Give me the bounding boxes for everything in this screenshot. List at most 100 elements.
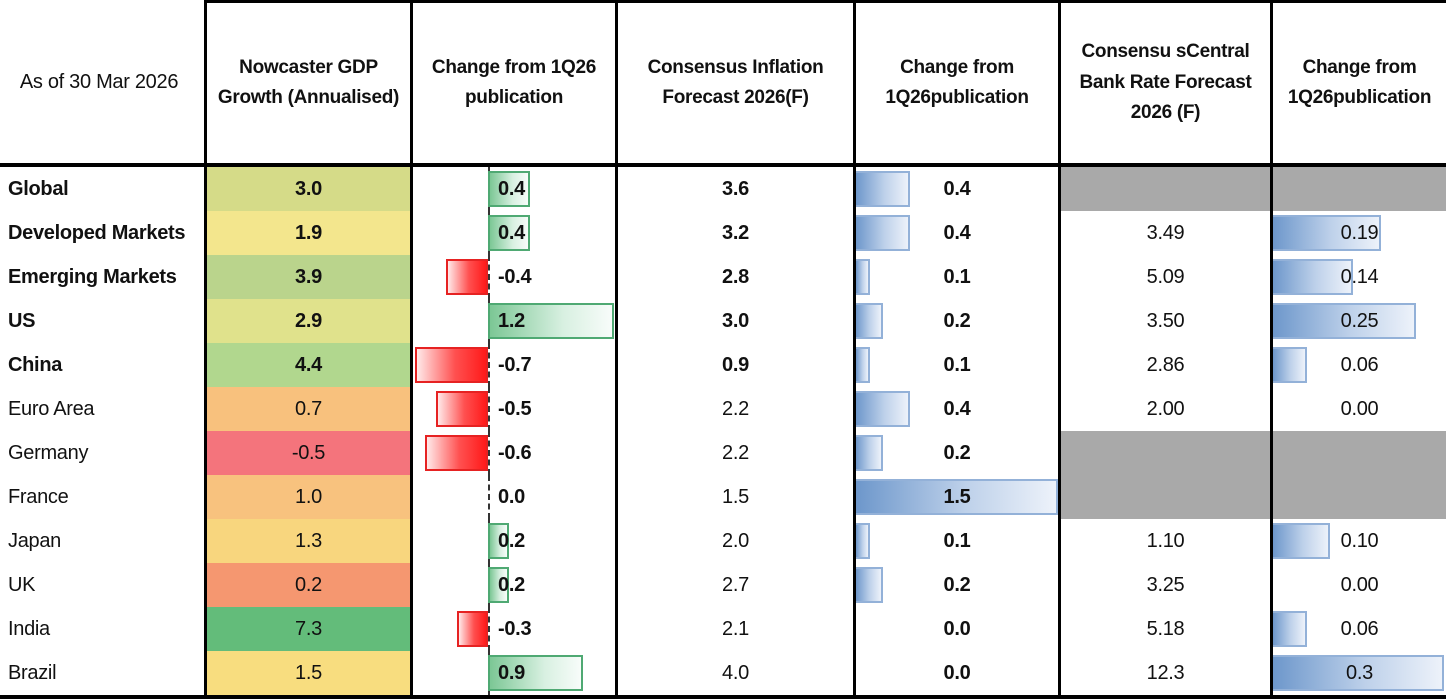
gdp-growth-cell: 2.9 (204, 299, 410, 343)
row-label: China (8, 353, 63, 376)
cb-rate-cell: 2.00 (1058, 387, 1270, 431)
inflation-change-value: 0.0 (943, 661, 971, 684)
cb-rate-change-cell: 0.19 (1270, 211, 1446, 255)
inflation-forecast-cell: 2.2 (615, 431, 853, 475)
cb-rate-change-value: 0.06 (1340, 353, 1379, 376)
inflation-forecast-value: 2.2 (722, 441, 749, 464)
cb-rate-change-bar (1273, 259, 1353, 295)
header-cb-rate-forecast: Consensu sCentral Bank Rate Forecast 202… (1058, 0, 1270, 163)
inflation-forecast-cell: 3.6 (615, 167, 853, 211)
inflation-forecast-cell: 2.7 (615, 563, 853, 607)
inflation-forecast-value: 2.8 (722, 265, 749, 288)
cb-rate-change-bar (1273, 523, 1330, 559)
gdp-change-bar (488, 567, 509, 603)
inflation-change-cell: 0.4 (853, 387, 1058, 431)
gdp-change-value: -0.7 (498, 353, 532, 376)
gdp-change-cell: 0.4 (410, 167, 615, 211)
row-label: Germany (8, 441, 89, 464)
cb-rate-value: 2.00 (1146, 397, 1185, 420)
inflation-forecast-value: 4.0 (722, 661, 749, 684)
cb-rate-cell (1058, 475, 1270, 519)
row-label: France (8, 485, 69, 508)
gdp-change-bar (488, 655, 583, 691)
cb-rate-change-cell: 0.14 (1270, 255, 1446, 299)
inflation-forecast-cell: 3.0 (615, 299, 853, 343)
table-row: Germany -0.5 -0.6 2.2 0.2 (0, 431, 1446, 475)
inflation-change-value: 0.2 (943, 573, 971, 596)
row-label: Developed Markets (8, 221, 186, 244)
gdp-change-bar (414, 347, 488, 383)
gdp-change-cell: 1.2 (410, 299, 615, 343)
cb-rate-change-value: 0.25 (1340, 309, 1379, 332)
gdp-growth-cell: 1.0 (204, 475, 410, 519)
table-row: China 4.4 -0.7 0.9 0.1 2.86 0.06 (0, 343, 1446, 387)
inflation-forecast-cell: 2.2 (615, 387, 853, 431)
inflation-forecast-value: 2.1 (722, 617, 749, 640)
gdp-change-cell: 0.4 (410, 211, 615, 255)
inflation-change-bar (856, 391, 911, 427)
inflation-forecast-value: 3.2 (722, 221, 749, 244)
table-row: Developed Markets 1.9 0.4 3.2 0.4 3.49 0… (0, 211, 1446, 255)
cb-rate-value: 5.09 (1146, 265, 1185, 288)
gdp-change-cell: 0.2 (410, 563, 615, 607)
table-row: Japan 1.3 0.2 2.0 0.1 1.10 0.10 (0, 519, 1446, 563)
table-row: US 2.9 1.2 3.0 0.2 3.50 0.25 (0, 299, 1446, 343)
gdp-change-bar (435, 391, 488, 427)
row-label: UK (8, 573, 36, 596)
table-row: France 1.0 0.0 1.5 1.5 (0, 475, 1446, 519)
cb-rate-change-cell: 0.00 (1270, 387, 1446, 431)
inflation-forecast-cell: 2.1 (615, 607, 853, 651)
cb-rate-value: 5.18 (1146, 617, 1185, 640)
inflation-change-cell: 0.2 (853, 299, 1058, 343)
cb-rate-change-cell: 0.3 (1270, 651, 1446, 695)
cb-rate-change-value: 0.06 (1340, 617, 1379, 640)
header-gdp-growth: Nowcaster GDP Growth (Annualised) (204, 0, 410, 163)
gdp-growth-cell: 1.3 (204, 519, 410, 563)
gdp-growth-cell: 0.7 (204, 387, 410, 431)
inflation-forecast-cell: 2.0 (615, 519, 853, 563)
row-label: Euro Area (8, 397, 95, 420)
inflation-change-value: 0.1 (943, 265, 971, 288)
cb-rate-cell: 3.25 (1058, 563, 1270, 607)
inflation-change-cell: 0.4 (853, 211, 1058, 255)
inflation-forecast-value: 0.9 (722, 353, 749, 376)
inflation-change-cell: 0.0 (853, 651, 1058, 695)
row-label: Brazil (8, 661, 57, 684)
cb-rate-value: 12.3 (1146, 661, 1185, 684)
cb-rate-cell (1058, 167, 1270, 211)
inflation-change-value: 0.2 (943, 441, 971, 464)
inflation-change-bar (856, 347, 870, 383)
gdp-change-value: 0.9 (498, 661, 525, 684)
inflation-forecast-value: 3.0 (722, 309, 749, 332)
cb-rate-change-value: 0.00 (1340, 397, 1379, 420)
inflation-change-cell: 0.1 (853, 255, 1058, 299)
row-label: Global (8, 177, 69, 200)
inflation-forecast-cell: 3.2 (615, 211, 853, 255)
table-header: As of 30 Mar 2026 Nowcaster GDP Growth (… (0, 0, 1446, 167)
gdp-growth-value: 1.3 (295, 529, 322, 552)
cb-rate-value: 2.86 (1146, 353, 1185, 376)
inflation-change-value: 0.1 (943, 353, 971, 376)
inflation-change-cell: 0.4 (853, 167, 1058, 211)
gdp-growth-value: 1.0 (295, 485, 322, 508)
gdp-change-value: 1.2 (498, 309, 525, 332)
inflation-change-bar (856, 523, 870, 559)
gdp-growth-value: 1.5 (295, 661, 322, 684)
inflation-forecast-cell: 4.0 (615, 651, 853, 695)
gdp-growth-cell: 3.0 (204, 167, 410, 211)
cb-rate-change-value: 0.00 (1340, 573, 1379, 596)
gdp-change-value: -0.6 (498, 441, 532, 464)
inflation-forecast-cell: 1.5 (615, 475, 853, 519)
inflation-change-bar (856, 215, 911, 251)
cb-rate-cell: 2.86 (1058, 343, 1270, 387)
cb-rate-change-bar (1273, 611, 1308, 647)
cb-rate-cell: 5.18 (1058, 607, 1270, 651)
table-row: Brazil 1.5 0.9 4.0 0.0 12.3 0.3 (0, 651, 1446, 695)
gdp-change-bar (488, 523, 509, 559)
gdp-change-cell: -0.5 (410, 387, 615, 431)
header-inflation-change: Change from 1Q26publication (853, 0, 1058, 163)
cb-rate-value: 3.50 (1146, 309, 1185, 332)
header-cb-rate-change: Change from 1Q26publication (1270, 0, 1446, 163)
inflation-forecast-cell: 2.8 (615, 255, 853, 299)
